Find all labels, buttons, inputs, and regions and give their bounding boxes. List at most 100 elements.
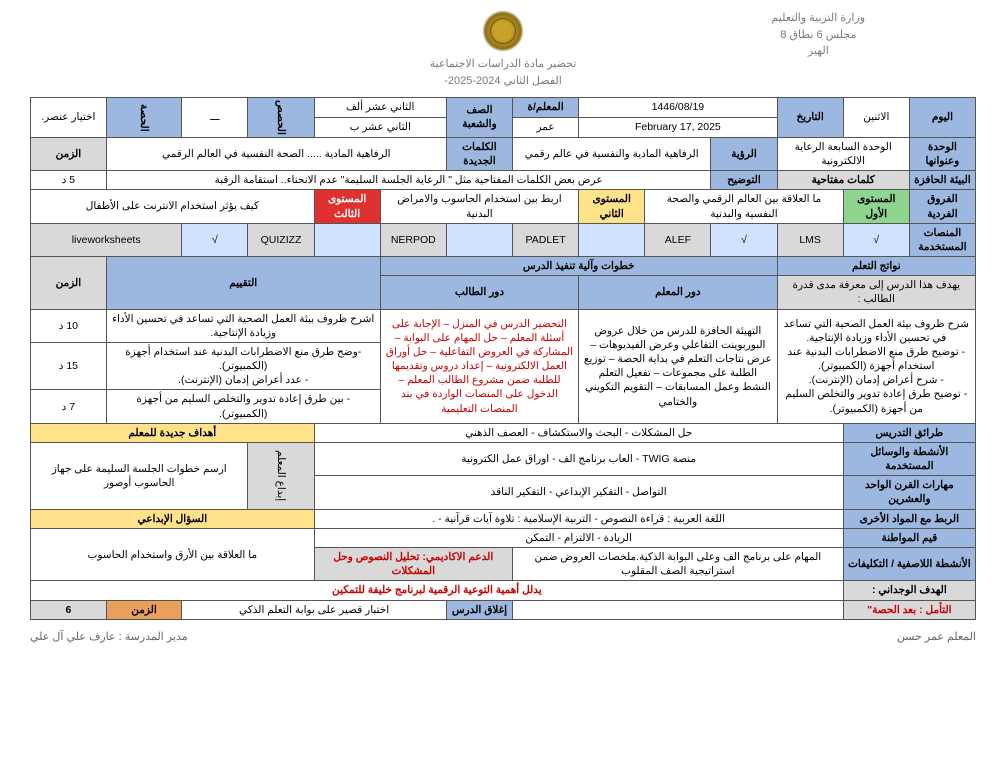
select-element: اختيار عنصر. — [31, 98, 107, 138]
footer-teacher: المعلم عمر حسن — [897, 630, 976, 643]
council-name: مجلس 6 نطاق 8 — [661, 27, 976, 44]
sessions-value: ـــ — [182, 98, 248, 138]
link-value: اللغة العربية : قراءة النصوص - التربية ا… — [314, 509, 843, 528]
page-header: وزارة التربية والتعليم مجلس 6 نطاق 8 اله… — [30, 10, 976, 89]
header-subject-block: تحضير مادة الدراسات الاجتماعية الفصل الث… — [345, 10, 660, 89]
platform-quizizz: QUIZIZZ — [248, 223, 314, 256]
time-header-2: الزمن — [31, 257, 107, 310]
newwords-header: الكلمات الجديدة — [446, 137, 512, 170]
check-5 — [314, 223, 380, 256]
platform-padlet: PADLET — [513, 223, 579, 256]
values-value: الريادة - الالتزام - التمكن — [314, 528, 843, 547]
activities-value: منصة TWIG - العاب برنامج الف - اوراق عمل… — [314, 442, 843, 475]
creative-q-value: ما العلاقة بين الأرق واستخدام الحاسوب — [31, 528, 315, 581]
level1-header: المستوى الأول — [843, 190, 909, 223]
skills21-value: التواصل - التفكير الإبداعي - التفكير الن… — [314, 476, 843, 509]
assess-2: -وضح طرق منع الاضطرابات البدنية عند استخ… — [106, 342, 380, 390]
teacher-creativity-label: إبداع المعلم — [248, 442, 314, 509]
vision-value: الرفاهية المادية والنفسية في عالم رقمي — [513, 137, 711, 170]
subject-title: تحضير مادة الدراسات الاجتماعية — [345, 56, 660, 73]
close-lesson-header: إغلاق الدرس — [446, 600, 512, 619]
time-value-env: 5 د — [31, 171, 107, 190]
skills21-header: مهارات القرن الواحد والعشرين — [843, 476, 975, 509]
time-2: 15 د — [31, 342, 107, 390]
assess-1: اشرح ظروف بيئة العمل الصحية التي تساعد ف… — [106, 309, 380, 342]
teacher-name: عمر — [513, 117, 579, 137]
gregorian-date: February 17, 2025 — [579, 117, 777, 137]
values-header: قيم المواطنة — [843, 528, 975, 547]
class-header: الصف والشعبة — [446, 98, 512, 138]
clarification-value: عرض بعض الكلمات المفتاحية مثل " الرعاية … — [106, 171, 711, 190]
check-4 — [446, 223, 512, 256]
close-time-value: 6 — [31, 600, 107, 619]
semester-label: الفصل الثاني 2024-2025- — [345, 73, 660, 90]
unit-value: الوحدة السابعة الرعاية الالكترونية — [777, 137, 909, 170]
academic-support: الدعم الاكاديمي: تحليل النصوص وحل المشكل… — [314, 548, 512, 581]
grade-1: الثاني عشر ألف — [314, 98, 446, 118]
uae-emblem-icon — [482, 10, 524, 52]
platform-liveworksheets: liveworksheets — [31, 223, 182, 256]
time-3: 7 د — [31, 390, 107, 423]
level3-value: كيف يؤثر استخدام الانترنت على الأطفال — [31, 190, 315, 223]
level2-header: المستوى الثاني — [579, 190, 645, 223]
reflection-value — [513, 600, 844, 619]
activities-header: الأنشطة والوسائل المستخدمة — [843, 442, 975, 475]
diff-header: الفروق الفردية — [909, 190, 975, 223]
assess-3: - بين طرق إعادة تدوير والتخلص السليم من … — [106, 390, 380, 423]
student-role-header: دور الطالب — [380, 276, 578, 309]
footer-principal: مدير المدرسة : عارف علي آل علي — [30, 630, 188, 643]
platform-nerpod: NERPOD — [380, 223, 446, 256]
outcomes-sub: يهدف هذا الدرس إلى معرفة مدى قدرة الطالب… — [777, 276, 975, 309]
reflection-header: التأمل : بعد الحصة" — [843, 600, 975, 619]
header-ministry-block: وزارة التربية والتعليم مجلس 6 نطاق 8 اله… — [661, 10, 976, 60]
newwords-value: الرفاهية المادية ..... الصحة النفسية في … — [106, 137, 446, 170]
extra-header: الأنشطة اللاصفية / التكليفات — [843, 548, 975, 581]
methods-header: طرائق التدريس — [843, 423, 975, 442]
emotional-goal-header: الهدف الوجداني : — [843, 581, 975, 600]
platform-lms: LMS — [777, 223, 843, 256]
platform-alef: ALEF — [645, 223, 711, 256]
outcomes-header: نواتج التعلم — [777, 257, 975, 276]
school-name: الهير — [661, 43, 976, 60]
hijri-date: 1446/08/19 — [579, 98, 777, 118]
day-value: الاثنين — [843, 98, 909, 138]
close-time-header: الزمن — [106, 600, 182, 619]
teacher-header: المعلم/ة — [513, 98, 579, 118]
outcomes-body: شرح ظروف بيئة العمل الصحية التي تساعد في… — [777, 309, 975, 423]
new-goals-value: ارسم خطوات الجلسة السليمة على جهاز الحاس… — [31, 442, 248, 509]
date-header: التاريخ — [777, 98, 843, 138]
unit-header: الوحدة وعنوانها — [909, 137, 975, 170]
vision-header: الرؤية — [711, 137, 777, 170]
steps-header: خطوات وآلية تنفيذ الدرس — [380, 257, 777, 276]
creative-q-header: السؤال الإبداعي — [31, 509, 315, 528]
level2-value: اربط بين استخدام الحاسوب والامراض البدني… — [380, 190, 578, 223]
env-header: البيئة الحافزة — [909, 171, 975, 190]
emotional-goal-value: يدلل أهمية التوعية الرقمية لبرنامج خليفة… — [31, 581, 844, 600]
sessions-header: الحصص — [248, 98, 314, 138]
check-3 — [579, 223, 645, 256]
lesson-plan-table: اليوم الاثنين التاريخ 1446/08/19 المعلم/… — [30, 97, 976, 620]
level3-header: المستوى الثالث — [314, 190, 380, 223]
level1-value: ما العلاقة بين العالم الرقمي والصحة النف… — [645, 190, 843, 223]
close-lesson-value: اختبار قصير على بوابة التعلم الذكي — [182, 600, 447, 619]
time-header-1: الزمن — [31, 137, 107, 170]
check-1: √ — [843, 223, 909, 256]
teacher-role-header: دور المعلم — [579, 276, 777, 309]
extra-value: المهام على برنامج الف وعلى البوابة الذكي… — [513, 548, 844, 581]
day-header: اليوم — [909, 98, 975, 138]
ministry-name: وزارة التربية والتعليم — [661, 10, 976, 27]
keywords-header: كلمات مفتاحية — [777, 171, 909, 190]
student-role-body: التحضير الدرس في المنزل – الإجابة على أس… — [380, 309, 578, 423]
grade-2: الثاني عشر ب — [314, 117, 446, 137]
assessment-header: التقييم — [106, 257, 380, 310]
period-header: الحصة — [106, 98, 182, 138]
methods-value: حل المشكلات - البحث والاستكشاف - العصف ا… — [314, 423, 843, 442]
check-2: √ — [711, 223, 777, 256]
teacher-role-body: التهيئة الحافزة للدرس من خلال عروض البور… — [579, 309, 777, 423]
check-6: √ — [182, 223, 248, 256]
link-header: الربط مع المواد الأخرى — [843, 509, 975, 528]
page-footer: المعلم عمر حسن مدير المدرسة : عارف علي آ… — [30, 630, 976, 643]
platforms-header: المنصات المستخدمة — [909, 223, 975, 256]
new-goals-header: أهداف جديدة للمعلم — [31, 423, 315, 442]
clarification-header: التوضيح — [711, 171, 777, 190]
